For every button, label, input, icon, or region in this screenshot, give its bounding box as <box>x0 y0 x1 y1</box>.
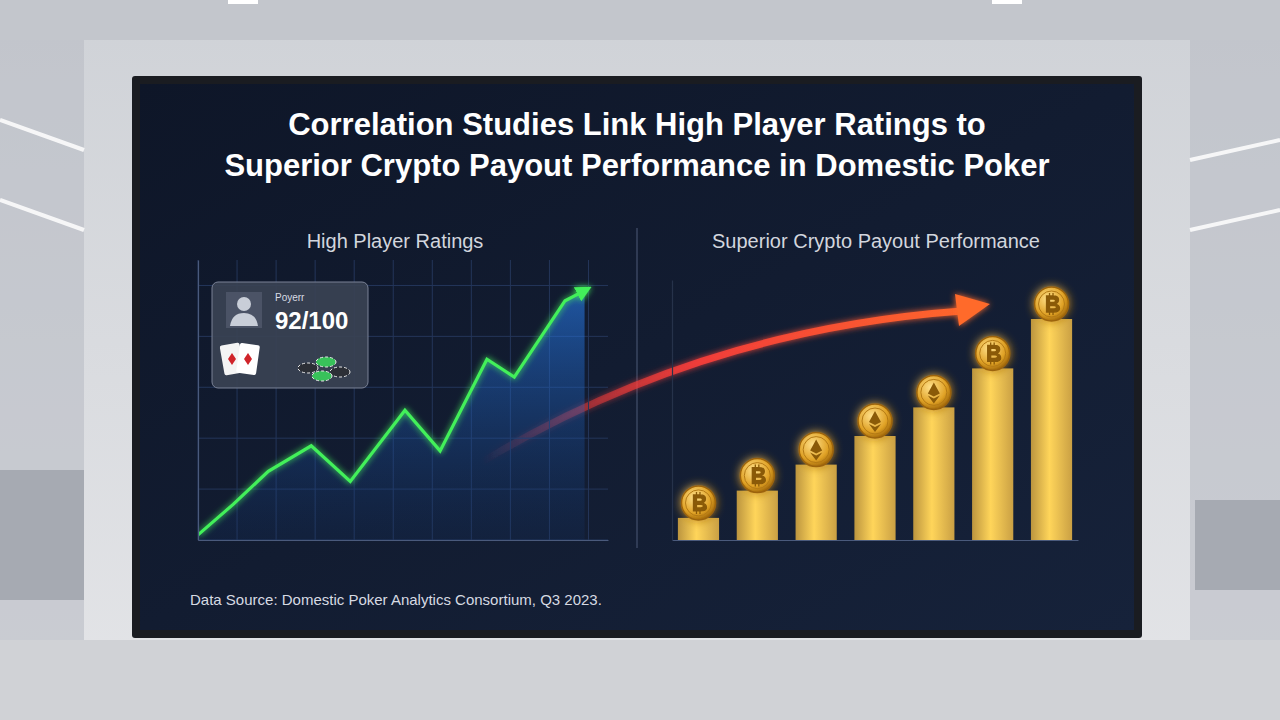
grid <box>198 260 608 540</box>
bar <box>972 368 1013 540</box>
coin-icon <box>810 440 822 461</box>
coin <box>917 375 951 409</box>
card-pip <box>228 353 236 365</box>
grid-line <box>588 260 589 540</box>
coin-face <box>1035 287 1069 321</box>
coin-face <box>681 486 715 520</box>
coin <box>740 459 774 493</box>
coins <box>681 287 1068 520</box>
line <box>198 291 585 535</box>
avatar-bg <box>226 292 262 328</box>
coin-rim <box>921 379 947 405</box>
title: Correlation Studies Link High Player Rat… <box>224 107 1049 183</box>
coin-rim <box>744 463 770 489</box>
glass-wall <box>0 40 84 720</box>
y-axis <box>198 261 200 541</box>
ceiling-light <box>992 0 1022 4</box>
bar <box>678 518 719 540</box>
avatar-body <box>230 313 258 326</box>
coin-icon <box>693 492 706 514</box>
bar <box>854 436 895 540</box>
coin-rim <box>685 490 711 516</box>
coin-face <box>740 459 774 493</box>
coin <box>858 404 892 438</box>
chip <box>312 371 332 381</box>
plot-area <box>198 291 585 540</box>
card-text: Poyerr <box>275 292 305 303</box>
chip <box>330 367 350 377</box>
area <box>198 291 585 540</box>
light-strip <box>1190 210 1280 230</box>
arrow-head <box>955 294 990 326</box>
coin-icon <box>928 382 940 403</box>
source: Data Source: Domestic Poker Analytics Co… <box>190 591 602 608</box>
card-text: 92/100 <box>275 307 348 334</box>
title-line: Correlation Studies Link High Player Rat… <box>288 107 986 142</box>
ceiling-light <box>228 0 258 4</box>
ceiling <box>0 0 1280 40</box>
bar <box>737 491 778 540</box>
coin <box>681 486 715 520</box>
background <box>0 0 1280 720</box>
x-axis <box>673 540 1079 542</box>
grid-line <box>198 260 199 540</box>
coin-rim <box>803 437 829 463</box>
title-line: Superior Crypto Payout Performance in Do… <box>224 148 1049 183</box>
chart-line: High Player Ratings Poyerr 92/100 <box>198 230 609 541</box>
bar <box>796 465 837 540</box>
axis-line <box>198 261 199 541</box>
coin-icon <box>752 465 765 487</box>
page: Correlation Studies Link High Player Rat… <box>0 0 1280 720</box>
screen <box>140 84 1134 630</box>
player-card: Poyerr 92/100 <box>212 282 368 388</box>
axis-line <box>672 281 673 541</box>
coin-rim <box>1039 291 1065 317</box>
coin-face <box>976 336 1010 370</box>
coin-icon <box>988 342 1001 364</box>
axis-line <box>673 540 1079 541</box>
panel-title: Superior Crypto Payout Performance <box>712 230 1040 252</box>
card-frame <box>212 282 368 388</box>
light-strip <box>0 200 84 230</box>
playing-card <box>236 343 260 375</box>
x-axis <box>199 540 609 542</box>
chart-bar: Superior Crypto Payout Performance <box>672 230 1079 541</box>
light-strip <box>1190 140 1280 160</box>
coin-face <box>858 404 892 438</box>
light-strip <box>0 120 84 150</box>
panel-title: High Player Ratings <box>307 230 484 252</box>
plot-area <box>678 319 1072 540</box>
chip <box>298 363 318 373</box>
coin-icon <box>869 411 881 432</box>
screen-bezel <box>132 76 1142 638</box>
axis-line <box>199 540 609 541</box>
bar <box>1031 319 1072 540</box>
coin <box>799 433 833 467</box>
coin-rim <box>862 408 888 434</box>
coin-face <box>799 433 833 467</box>
wall <box>0 0 1280 720</box>
coin-icon <box>1047 293 1060 315</box>
card-pip <box>244 353 252 365</box>
floor <box>0 640 1280 720</box>
coin <box>976 336 1010 370</box>
chip <box>316 357 336 367</box>
coin <box>1035 287 1069 321</box>
desk <box>0 470 84 600</box>
desk <box>1195 500 1280 590</box>
coin-rim <box>980 340 1006 366</box>
y-axis <box>672 281 674 541</box>
avatar-head <box>237 297 251 311</box>
glass-wall <box>1190 40 1280 720</box>
coin-face <box>917 375 951 409</box>
bar <box>913 407 954 540</box>
